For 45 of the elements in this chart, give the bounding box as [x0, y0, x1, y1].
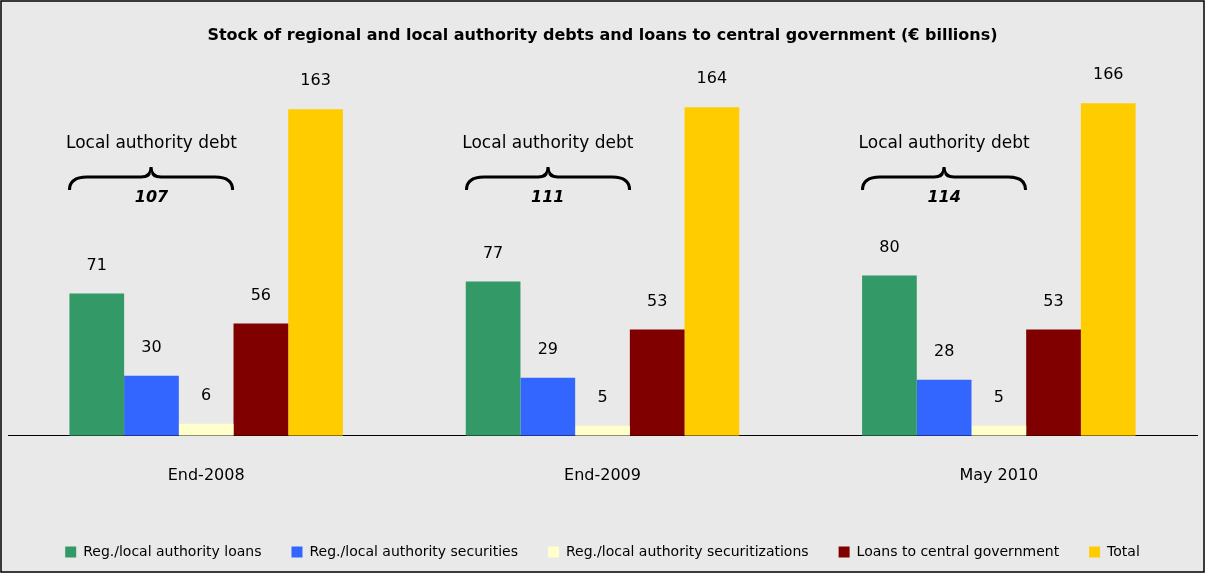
data-label: 6: [201, 384, 212, 404]
legend-label: Total: [1106, 542, 1140, 559]
data-label: 71: [86, 254, 107, 274]
data-label: 53: [1043, 290, 1064, 310]
data-label: 5: [993, 386, 1004, 406]
annotation: 111: [531, 186, 565, 206]
bar: [575, 425, 630, 436]
bar: [862, 275, 917, 436]
annotation: 114: [927, 186, 961, 206]
annotation: 107: [134, 186, 170, 206]
data-label: 56: [250, 284, 272, 304]
data-label: 5: [597, 386, 608, 406]
legend-label: Loans to central government: [856, 542, 1060, 559]
bar: [124, 375, 179, 436]
bar: [520, 377, 576, 436]
bar: [916, 379, 972, 436]
legend-label: Reg./local authority loans: [83, 542, 262, 559]
x-tick-label: End-2009: [564, 464, 641, 484]
data-label: 53: [647, 290, 668, 310]
data-label: 77: [482, 242, 504, 262]
annotation: Local authority debt: [462, 132, 634, 153]
bar: [971, 425, 1027, 436]
chart-title: Stock of regional and local authority debts and loans to central government (€ billions): [207, 24, 998, 44]
bar: [178, 423, 234, 436]
data-label: 164: [696, 68, 728, 88]
data-label: 166: [1092, 64, 1124, 84]
bar: [465, 281, 521, 436]
legend-label: Reg./local authority securities: [309, 542, 518, 559]
x-tick-label: May 2010: [959, 464, 1039, 484]
data-label: 29: [537, 338, 558, 358]
data-label: 80: [879, 236, 900, 256]
data-label: 30: [141, 336, 162, 356]
annotation: Local authority debt: [858, 132, 1030, 153]
bar: [684, 107, 740, 436]
bar: [1026, 329, 1081, 436]
data-label: 163: [300, 70, 331, 90]
bar: [1080, 103, 1136, 436]
bar: [288, 109, 343, 436]
bar: [69, 293, 125, 436]
data-label: 28: [933, 340, 955, 360]
x-tick-label: End-2008: [167, 464, 245, 484]
bar: [233, 323, 289, 436]
annotation: Local authority debt: [65, 132, 238, 153]
legend-label: Reg./local authority securitizations: [565, 542, 809, 559]
bar: [629, 329, 685, 436]
